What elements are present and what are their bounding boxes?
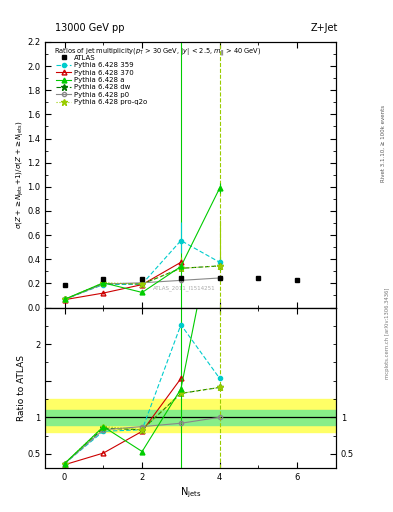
Text: 13000 GeV pp: 13000 GeV pp xyxy=(55,23,125,33)
Bar xyxy=(45,399,336,432)
Legend: ATLAS, Pythia 6.428 359, Pythia 6.428 370, Pythia 6.428 a, Pythia 6.428 dw, Pyth: ATLAS, Pythia 6.428 359, Pythia 6.428 37… xyxy=(55,53,149,106)
Text: mcplots.cern.ch [arXiv:1306.3436]: mcplots.cern.ch [arXiv:1306.3436] xyxy=(385,287,389,378)
Bar xyxy=(45,410,336,424)
Text: Ratios of jet multiplicity($p_\mathrm{T}$ > 30 GeV, $|y|$ < 2.5, $m_{||}$ > 40 G: Ratios of jet multiplicity($p_\mathrm{T}… xyxy=(54,46,261,58)
Text: Rivet 3.1.10, ≥ 100k events: Rivet 3.1.10, ≥ 100k events xyxy=(381,105,386,182)
Y-axis label: Ratio to ATLAS: Ratio to ATLAS xyxy=(17,355,26,421)
Y-axis label: $\sigma(Z + \geq\!N_\mathrm{jets}\!+\!1) / \sigma(Z + \geq\!N_\mathrm{jets})$: $\sigma(Z + \geq\!N_\mathrm{jets}\!+\!1)… xyxy=(14,121,26,229)
Text: Z+Jet: Z+Jet xyxy=(310,23,338,33)
X-axis label: N$_\mathrm{jets}$: N$_\mathrm{jets}$ xyxy=(180,485,201,500)
Text: ATLAS_2011_I1514251: ATLAS_2011_I1514251 xyxy=(153,285,215,291)
